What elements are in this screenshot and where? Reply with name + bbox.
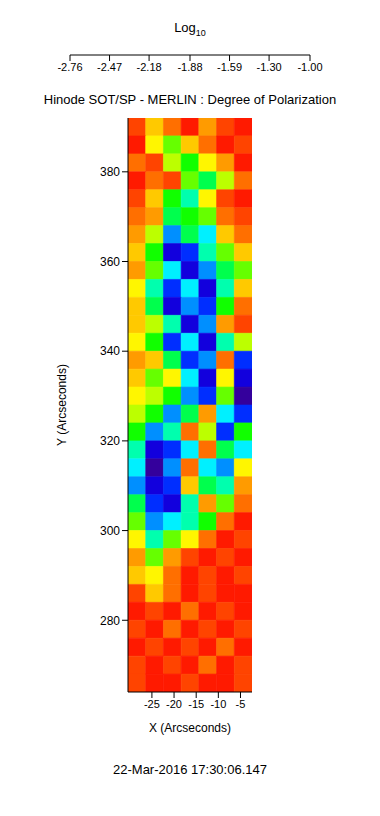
svg-text:-10: -10 bbox=[210, 698, 226, 710]
svg-text:320: 320 bbox=[100, 434, 120, 448]
svg-text:-1.59: -1.59 bbox=[217, 61, 242, 73]
svg-text:-25: -25 bbox=[144, 698, 160, 710]
svg-text:280: 280 bbox=[100, 614, 120, 628]
svg-text:-5: -5 bbox=[236, 698, 246, 710]
svg-text:-2.47: -2.47 bbox=[97, 61, 122, 73]
svg-text:X (Arcseconds): X (Arcseconds) bbox=[149, 721, 231, 735]
html-text:22-Mar-2016 17:30:06.147: 22-Mar-2016 17:30:06.147 bbox=[113, 762, 267, 777]
svg-text:-1.00: -1.00 bbox=[297, 61, 322, 73]
svg-text:360: 360 bbox=[100, 255, 120, 269]
svg-text:-1.88: -1.88 bbox=[177, 61, 202, 73]
html-text:Log10: Log10 bbox=[174, 20, 206, 38]
svg-text:380: 380 bbox=[100, 165, 120, 179]
svg-text:300: 300 bbox=[100, 524, 120, 538]
svg-text:-2.76: -2.76 bbox=[57, 61, 82, 73]
svg-text:-20: -20 bbox=[166, 698, 182, 710]
svg-text:-1.30: -1.30 bbox=[257, 61, 282, 73]
svg-text:-2.18: -2.18 bbox=[137, 61, 162, 73]
svg-text:340: 340 bbox=[100, 344, 120, 358]
svg-text:Y (Arcseconds): Y (Arcseconds) bbox=[55, 364, 69, 446]
svg-text:-15: -15 bbox=[188, 698, 204, 710]
html-text:Hinode SOT/SP - MERLIN : Degre: Hinode SOT/SP - MERLIN : Degree of Polar… bbox=[43, 92, 337, 107]
